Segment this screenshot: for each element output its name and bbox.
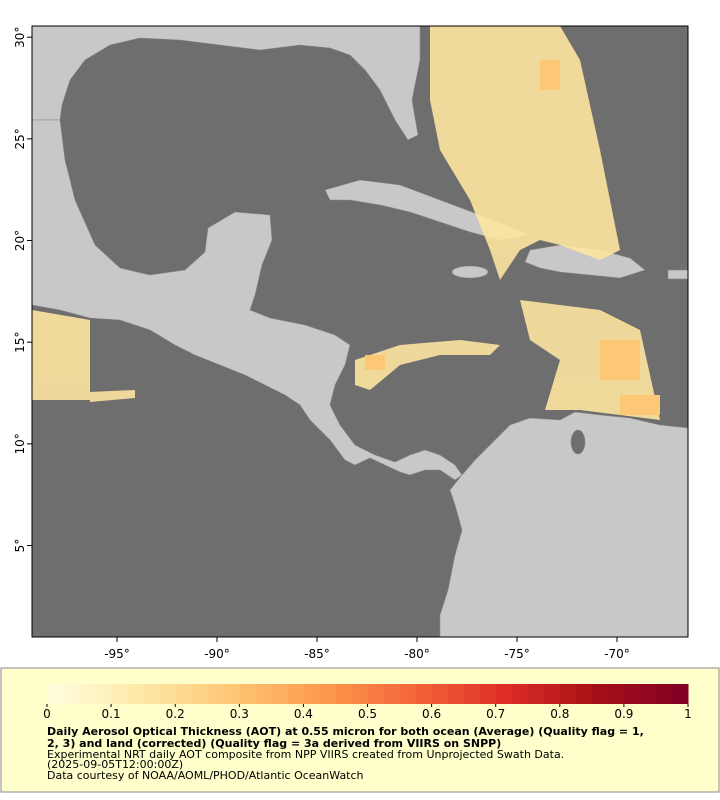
colorbar: 0 0.1 0.2 0.3 0.4 0.5 0.6 0.7 0.8 0.9 1 xyxy=(43,684,692,721)
x-tick-label: -95° xyxy=(104,647,130,661)
aerosol-patch xyxy=(430,26,620,280)
mexico-central-america xyxy=(32,119,463,481)
caption-line: (2025-09-05T12:00:00Z) xyxy=(47,758,183,771)
caption-title: 2, 3) and land (corrected) (Quality flag… xyxy=(47,737,501,750)
colorbar-cell xyxy=(271,684,288,704)
caption-line: Experimental NRT daily AOT composite fro… xyxy=(47,748,564,761)
colorbar-cell xyxy=(447,684,465,704)
colorbar-tick-label: 0.5 xyxy=(358,707,377,721)
colorbar-cell xyxy=(255,684,272,704)
colorbar-tick-label: 0.6 xyxy=(422,707,441,721)
colorbar-cell xyxy=(671,684,689,704)
y-tick-label: 10° xyxy=(13,433,27,454)
aerosol-patch xyxy=(600,340,640,380)
colorbar-cell xyxy=(63,684,80,704)
jamaica xyxy=(451,265,489,279)
colorbar-cell xyxy=(367,684,385,704)
colorbar-cell xyxy=(239,684,256,704)
aerosol-patch xyxy=(620,395,660,415)
colorbar-cell xyxy=(191,684,208,704)
colorbar-cell xyxy=(607,684,625,704)
colorbar-cell xyxy=(511,684,529,704)
colorbar-cell xyxy=(399,684,417,704)
colorbar-cell xyxy=(207,684,224,704)
colorbar-cell xyxy=(655,684,673,704)
colorbar-cell xyxy=(543,684,561,704)
caption-line: Data courtesy of NOAA/AOML/PHOD/Atlantic… xyxy=(47,769,364,782)
colorbar-cell xyxy=(111,684,128,704)
map-frame xyxy=(31,25,689,638)
colorbar-tick-label: 0.2 xyxy=(166,707,185,721)
colorbar-cell xyxy=(463,684,481,704)
x-tick-label: -70° xyxy=(604,647,630,661)
x-tick-label: -90° xyxy=(204,647,230,661)
puerto-rico xyxy=(667,269,688,280)
colorbar-cell xyxy=(143,684,160,704)
aerosol-patch xyxy=(32,310,90,400)
colorbar-tick-label: 0.8 xyxy=(550,707,569,721)
colorbar-tick-label: 1 xyxy=(684,707,692,721)
colorbar-cell xyxy=(303,684,320,704)
colorbar-cell xyxy=(559,684,577,704)
colorbar-cell xyxy=(127,684,144,704)
aerosol-patch xyxy=(365,355,385,370)
caption-title: Daily Aerosol Optical Thickness (AOT) at… xyxy=(47,725,644,738)
x-tick-label: -80° xyxy=(404,647,430,661)
y-tick-label: 30° xyxy=(13,27,27,48)
x-tick-label: -75° xyxy=(504,647,530,661)
aerosol-patch xyxy=(520,300,660,420)
colorbar-tick-label: 0.7 xyxy=(486,707,505,721)
caption: Daily Aerosol Optical Thickness (AOT) at… xyxy=(47,725,644,782)
map xyxy=(32,26,688,637)
colorbar-cell xyxy=(47,684,64,704)
colorbar-cell xyxy=(223,684,240,704)
colorbar-tick-label: 0.3 xyxy=(230,707,249,721)
colorbar-cell xyxy=(95,684,112,704)
y-tick-label: 25° xyxy=(13,128,27,149)
colorbar-cell xyxy=(623,684,641,704)
aerosol-patch xyxy=(540,60,560,90)
colorbar-cell xyxy=(175,684,192,704)
colorbar-cell xyxy=(159,684,176,704)
aerosol-patch xyxy=(90,390,135,402)
colorbar-cell xyxy=(479,684,497,704)
aerosol-patches xyxy=(32,26,660,420)
aerosol-highlights xyxy=(365,60,660,415)
colorbar-cell xyxy=(575,684,593,704)
y-tick-label: 15° xyxy=(13,332,27,353)
colorbar-tick-label: 0.1 xyxy=(102,707,121,721)
y-tick-label: 20° xyxy=(13,230,27,251)
colorbar-cell xyxy=(591,684,609,704)
colorbar-cell xyxy=(415,684,433,704)
north-america xyxy=(32,26,421,141)
colorbar-cell xyxy=(495,684,513,704)
colorbar-cell xyxy=(319,684,336,704)
south-america xyxy=(439,411,688,637)
colorbar-tick-label: 0 xyxy=(43,707,51,721)
colorbar-cell xyxy=(335,684,352,704)
colorbar-tick-label: 0.9 xyxy=(614,707,633,721)
lake-maracaibo xyxy=(570,429,586,455)
colorbar-cell xyxy=(639,684,657,704)
colorbar-cell xyxy=(351,684,368,704)
land xyxy=(32,26,688,637)
colorbar-cell xyxy=(383,684,401,704)
colorbar-cell xyxy=(287,684,304,704)
x-tick-label: -85° xyxy=(304,647,330,661)
aerosol-patch xyxy=(355,340,500,390)
y-tick-label: 5° xyxy=(13,539,27,553)
colorbar-tick-label: 0.4 xyxy=(294,707,313,721)
colorbar-cell xyxy=(79,684,96,704)
colorbar-cell xyxy=(431,684,449,704)
colorbar-cell xyxy=(527,684,545,704)
